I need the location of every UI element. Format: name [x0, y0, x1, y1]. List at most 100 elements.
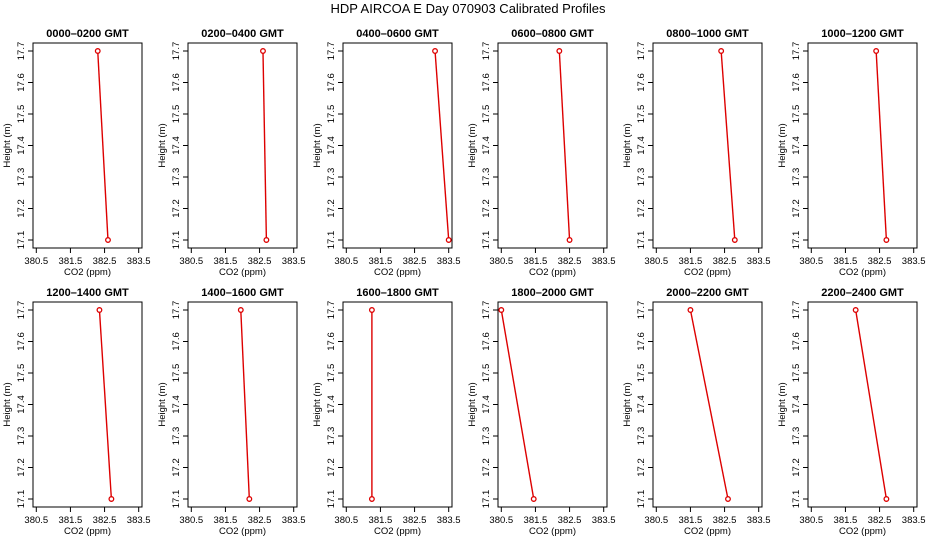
panel-title: 0400–0600 GMT [356, 28, 439, 40]
data-point [263, 237, 270, 243]
profile-line [240, 309, 251, 500]
y-tick-label: 17.4 [16, 395, 27, 414]
data-point [108, 496, 115, 502]
profile-line [500, 309, 535, 500]
y-tick-label: 17.2 [636, 458, 647, 477]
y-axis-label: Height (m) [157, 123, 168, 167]
y-tick-label: 17.1 [791, 231, 802, 250]
y-axis-label: Height (m) [777, 123, 788, 167]
y-tick-label: 17.6 [326, 73, 337, 92]
y-tick-label: 17.3 [326, 168, 337, 187]
plot-frame [497, 301, 608, 508]
x-axis-label: CO2 (ppm) [839, 267, 886, 278]
y-axis-label: Height (m) [777, 382, 788, 426]
panel-8: 1400–1600 GMT 380.5 381.5 382.5 383.5 17.1 17.… [157, 287, 306, 537]
y-tick-label: 17.6 [171, 73, 182, 92]
y-axis-label: Height (m) [467, 382, 478, 426]
y-tick-label: 17.3 [326, 427, 337, 446]
plot-frame [807, 42, 918, 249]
y-tick-label: 17.1 [791, 490, 802, 509]
y-tick-label: 17.6 [326, 332, 337, 351]
y-tick-label: 17.1 [326, 490, 337, 509]
y-tick-label: 17.4 [171, 395, 182, 414]
y-tick-label: 17.2 [16, 458, 27, 477]
y-tick-label: 17.3 [16, 427, 27, 446]
x-axis-label: CO2 (ppm) [219, 267, 266, 278]
data-point [530, 496, 537, 502]
y-axis-label: Height (m) [312, 123, 323, 167]
x-tick-label: 383.5 [747, 515, 771, 526]
x-tick-label: 382.5 [558, 256, 582, 267]
data-point [96, 307, 103, 313]
data-point [105, 237, 111, 243]
y-tick-label: 17.5 [326, 364, 337, 383]
profile-line [97, 50, 109, 241]
x-tick-label: 381.5 [679, 256, 703, 267]
x-tick-label: 381.5 [834, 515, 858, 526]
y-tick-label: 17.1 [16, 231, 27, 250]
x-tick-label: 383.5 [902, 256, 926, 267]
y-tick-label: 17.3 [636, 427, 647, 446]
x-axis-label: CO2 (ppm) [839, 526, 886, 537]
data-point [852, 307, 859, 313]
y-tick-label: 17.7 [326, 42, 337, 61]
x-tick-label: 383.5 [127, 515, 151, 526]
x-axis-label: CO2 (ppm) [219, 526, 266, 537]
y-tick-label: 17.7 [791, 42, 802, 61]
y-tick-label: 17.1 [171, 231, 182, 250]
y-tick-label: 17.1 [481, 490, 492, 509]
panel-title: 0000–0200 GMT [46, 28, 129, 40]
profile-line [434, 50, 450, 241]
x-tick-label: 380.5 [334, 515, 358, 526]
x-tick-label: 380.5 [799, 256, 823, 267]
y-tick-label: 17.1 [636, 231, 647, 250]
y-tick-label: 17.5 [481, 364, 492, 383]
data-point [498, 307, 505, 313]
x-tick-label: 380.5 [489, 515, 513, 526]
profile-line [262, 50, 268, 241]
y-tick-label: 17.6 [16, 332, 27, 351]
x-tick-label: 382.5 [248, 256, 272, 267]
x-tick-label: 380.5 [334, 256, 358, 267]
y-tick-label: 17.6 [16, 73, 27, 92]
panel-9: 1600–1800 GMT 380.5 381.5 382.5 383.5 17.1 17.… [312, 287, 461, 537]
data-point [883, 496, 890, 502]
x-tick-label: 382.5 [558, 515, 582, 526]
data-point [556, 48, 563, 54]
y-axis-label: Height (m) [157, 382, 168, 426]
data-point [566, 237, 573, 243]
panel-title: 1000–1200 GMT [821, 28, 904, 40]
panel-10: 1800–2000 GMT 380.5 381.5 382.5 383.5 17.1 17.… [467, 287, 616, 537]
y-axis-label: Height (m) [2, 382, 13, 426]
y-axis-label: Height (m) [622, 382, 633, 426]
y-axis-label: Height (m) [2, 123, 13, 167]
y-tick-label: 17.3 [481, 168, 492, 187]
data-point [237, 307, 244, 313]
x-tick-label: 380.5 [179, 256, 203, 267]
panel-title: 1200–1400 GMT [46, 287, 129, 299]
y-axis-label: Height (m) [312, 382, 323, 426]
y-tick-label: 17.1 [481, 231, 492, 250]
x-tick-label: 382.5 [93, 515, 117, 526]
figure-title: HDP AIRCOA E Day 070903 Calibrated Profi… [330, 1, 606, 16]
panel-3: 0400–0600 GMT 380.5 381.5 382.5 383.5 17.1 17.… [312, 28, 461, 278]
y-tick-label: 17.3 [791, 168, 802, 187]
y-tick-label: 17.6 [791, 73, 802, 92]
y-tick-label: 17.1 [16, 490, 27, 509]
y-tick-label: 17.2 [791, 199, 802, 218]
x-tick-label: 382.5 [403, 515, 427, 526]
y-tick-label: 17.7 [791, 301, 802, 320]
y-tick-label: 17.3 [481, 427, 492, 446]
y-tick-label: 17.3 [791, 427, 802, 446]
y-tick-label: 17.6 [481, 332, 492, 351]
y-tick-label: 17.7 [171, 42, 182, 61]
x-tick-label: 383.5 [437, 256, 461, 267]
x-tick-label: 383.5 [282, 515, 306, 526]
y-tick-label: 17.2 [326, 458, 337, 477]
plot-frame [807, 301, 918, 508]
y-tick-label: 17.2 [481, 458, 492, 477]
x-tick-label: 381.5 [524, 515, 548, 526]
y-tick-label: 17.2 [791, 458, 802, 477]
x-tick-label: 380.5 [644, 515, 668, 526]
